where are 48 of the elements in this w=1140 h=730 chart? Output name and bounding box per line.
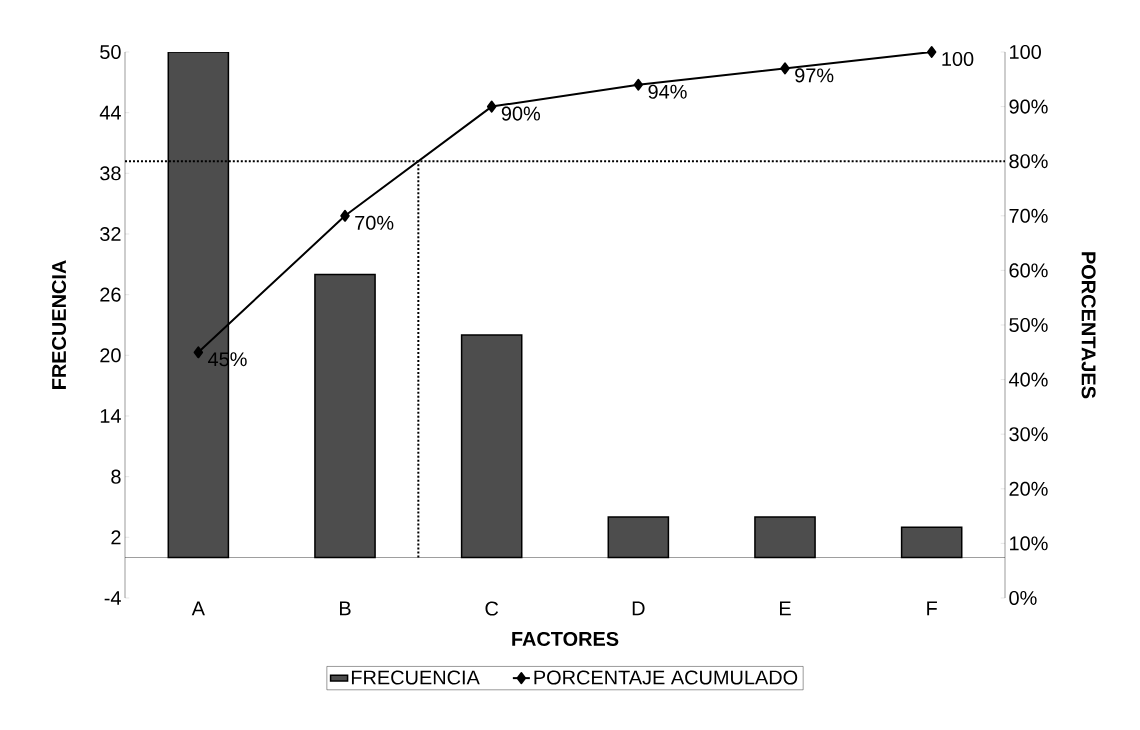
x-axis-title: FACTORES — [512, 631, 619, 646]
y-tick-label: 20 — [100, 348, 121, 363]
y-tick-label: 14 — [100, 409, 121, 423]
point — [633, 78, 644, 91]
y2-axis-title: PORCENTAJES — [1081, 252, 1096, 399]
x-tick-label: E — [780, 601, 791, 616]
point — [193, 346, 204, 359]
y2-tick-label: 100 — [1010, 44, 1041, 60]
data-label: 70% — [355, 215, 394, 230]
y-tick-label: 26 — [100, 287, 121, 302]
legend-label: FRECUENCIA — [351, 670, 480, 685]
x-tick-label: A — [191, 601, 205, 616]
y-tick-label: 32 — [100, 226, 121, 242]
y2-tick-label: 90% — [1009, 99, 1048, 114]
y2-tick-label: 60% — [1009, 263, 1048, 278]
y2-tick-label: 40% — [1008, 372, 1048, 387]
y-tick-label: 2 — [111, 530, 121, 545]
y2-tick-label: 20% — [1009, 481, 1048, 496]
bar — [314, 273, 376, 559]
point — [486, 100, 497, 113]
y2-tick-label: 50% — [1009, 317, 1048, 333]
bar — [607, 516, 670, 559]
x-tick-label: B — [340, 601, 351, 616]
y-tick-label: 44 — [99, 105, 121, 120]
y2-tick-label: 30% — [1009, 427, 1048, 442]
point — [926, 45, 937, 58]
y2-tick-label: 80% — [1009, 154, 1048, 169]
y2-tick-label: 10% — [1010, 536, 1048, 551]
point — [340, 209, 350, 222]
data-label: 90% — [501, 106, 541, 121]
y-tick-label: 8 — [111, 469, 121, 484]
y-axis-title: FRECUENCIA — [51, 260, 67, 389]
bar — [460, 334, 523, 559]
y2-tick-label: 0% — [1009, 590, 1037, 606]
y2-tick-label: 70% — [1009, 208, 1048, 223]
bar — [900, 526, 963, 559]
x-tick-label: C — [485, 601, 499, 616]
x-tick-label: F — [927, 601, 937, 616]
point — [780, 62, 790, 75]
y-tick-label: 50 — [100, 44, 121, 60]
data-label: 94% — [648, 84, 687, 99]
y-tick-label: 38 — [100, 166, 121, 181]
y-tick-label: -4 — [104, 591, 121, 605]
legend-label: PORCENTAJE ACUMULADO — [534, 670, 798, 685]
bar — [754, 516, 816, 559]
x-tick-label: D — [632, 601, 645, 616]
data-label: 97% — [795, 68, 834, 83]
data-label: 100 — [942, 51, 974, 67]
